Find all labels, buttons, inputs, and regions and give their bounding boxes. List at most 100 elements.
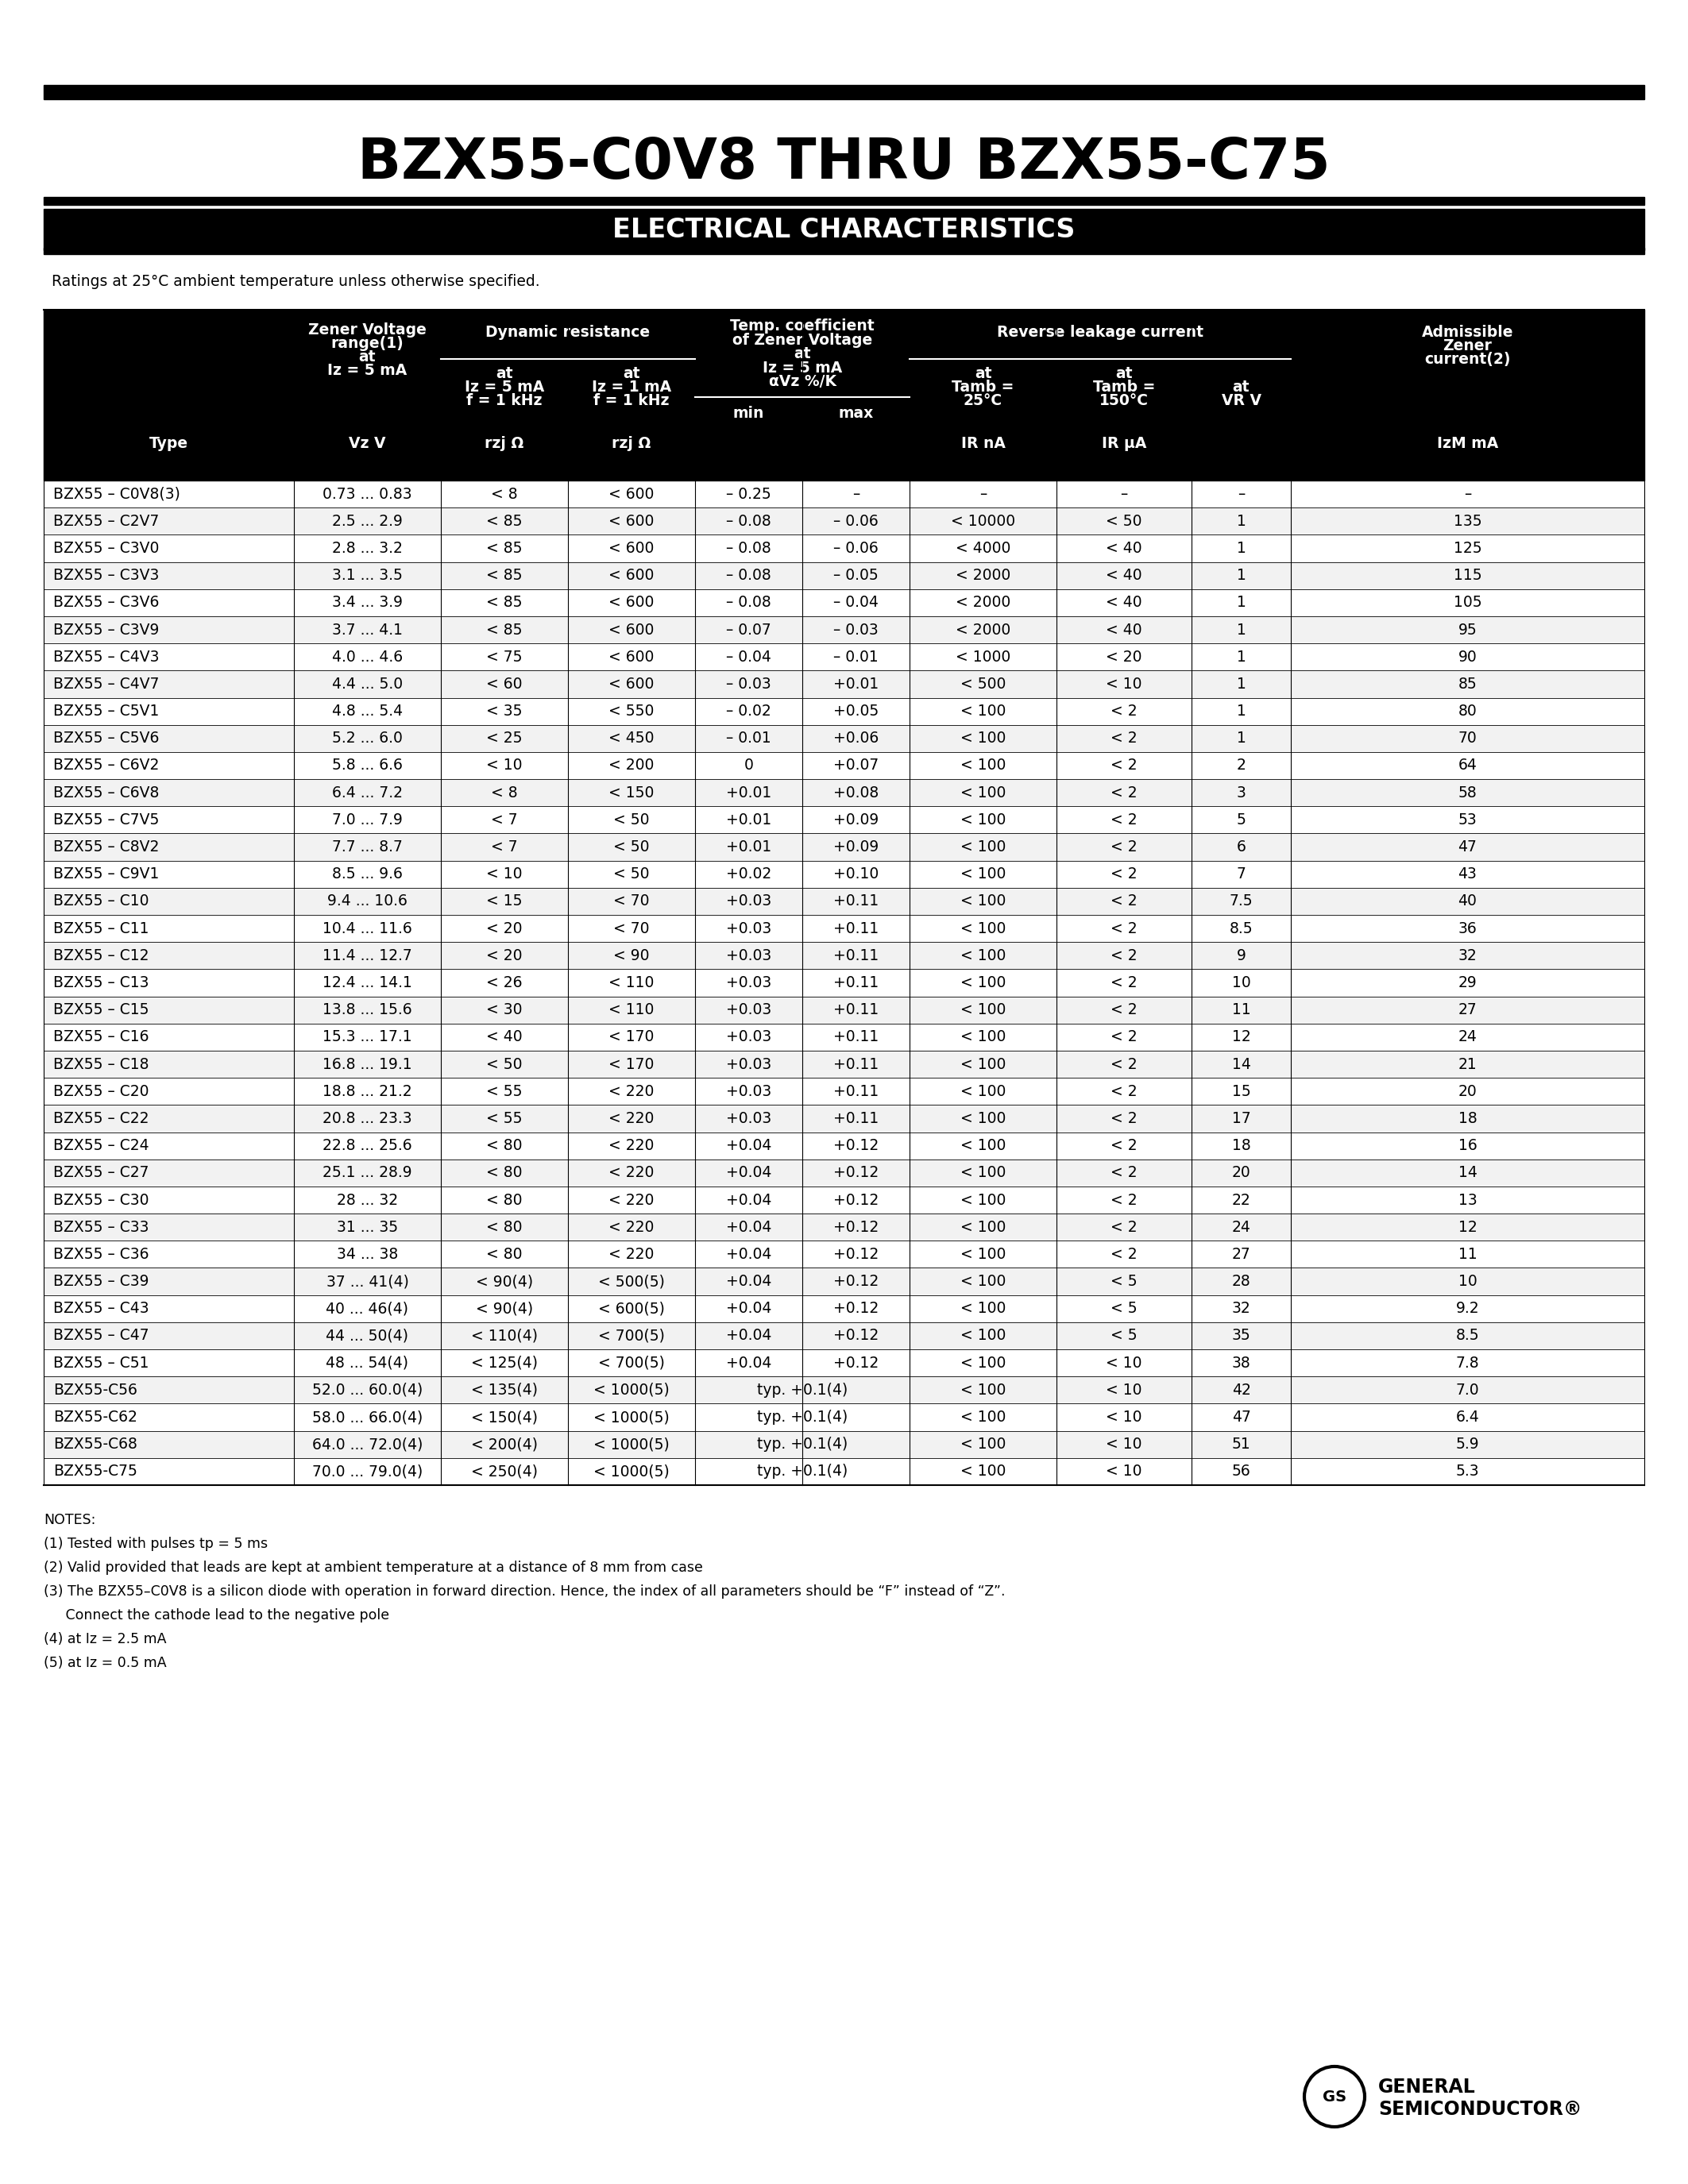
- Text: BZX55 – C13: BZX55 – C13: [54, 976, 149, 989]
- Text: 1: 1: [1236, 622, 1246, 638]
- Text: < 200: < 200: [609, 758, 655, 773]
- Text: 7.5: 7.5: [1229, 893, 1252, 909]
- Text: Iz = 5 mA: Iz = 5 mA: [763, 360, 842, 376]
- Text: 11: 11: [1232, 1002, 1251, 1018]
- Text: < 700(5): < 700(5): [598, 1356, 665, 1372]
- Text: < 80: < 80: [486, 1166, 523, 1179]
- Bar: [44, 561, 1644, 590]
- Text: 115: 115: [1453, 568, 1482, 583]
- Text: +0.03: +0.03: [726, 893, 771, 909]
- Text: 2.5 ... 2.9: 2.5 ... 2.9: [333, 513, 403, 529]
- Text: +0.11: +0.11: [834, 1083, 879, 1099]
- Text: < 100: < 100: [960, 1247, 1006, 1262]
- Text: < 200(4): < 200(4): [471, 1437, 538, 1452]
- Text: +0.11: +0.11: [834, 893, 879, 909]
- Text: < 100: < 100: [960, 1437, 1006, 1452]
- Text: < 2: < 2: [1111, 1083, 1138, 1099]
- Bar: [44, 480, 1644, 507]
- Bar: [44, 310, 1644, 480]
- Text: +0.09: +0.09: [834, 812, 879, 828]
- Text: < 500: < 500: [960, 677, 1006, 692]
- Text: typ. +0.1(4): typ. +0.1(4): [756, 1437, 847, 1452]
- Text: –: –: [1121, 487, 1128, 502]
- Text: < 220: < 220: [609, 1219, 655, 1234]
- Text: < 30: < 30: [486, 1002, 523, 1018]
- Text: current(2): current(2): [1425, 352, 1511, 367]
- Text: at: at: [496, 365, 513, 380]
- Text: < 2: < 2: [1111, 893, 1138, 909]
- Text: < 2000: < 2000: [955, 568, 1011, 583]
- Text: VR V: VR V: [1222, 393, 1261, 408]
- Text: BZX55 – C36: BZX55 – C36: [54, 1247, 149, 1262]
- Text: 12: 12: [1232, 1029, 1251, 1044]
- Text: < 10000: < 10000: [950, 513, 1014, 529]
- Text: < 220: < 220: [609, 1247, 655, 1262]
- Text: < 2: < 2: [1111, 758, 1138, 773]
- Text: +0.04: +0.04: [726, 1273, 771, 1289]
- Text: –: –: [852, 487, 859, 502]
- Text: < 10: < 10: [486, 758, 523, 773]
- Text: Type: Type: [149, 435, 189, 450]
- Text: 85: 85: [1458, 677, 1477, 692]
- Text: +0.07: +0.07: [834, 758, 879, 773]
- Text: 47: 47: [1458, 839, 1477, 854]
- Text: < 10: < 10: [1106, 1437, 1143, 1452]
- Text: 7.0 ... 7.9: 7.0 ... 7.9: [333, 812, 403, 828]
- Text: GS: GS: [1323, 2090, 1347, 2103]
- Text: < 50: < 50: [486, 1057, 523, 1072]
- Text: +0.03: +0.03: [726, 1083, 771, 1099]
- Text: Vz V: Vz V: [349, 435, 387, 450]
- Text: +0.03: +0.03: [726, 1112, 771, 1127]
- Text: < 100: < 100: [960, 1192, 1006, 1208]
- Text: < 100: < 100: [960, 1112, 1006, 1127]
- Text: BZX55 – C5V1: BZX55 – C5V1: [54, 703, 159, 719]
- Text: < 110: < 110: [609, 1002, 655, 1018]
- Text: 29: 29: [1458, 976, 1477, 989]
- Text: 38: 38: [1232, 1356, 1251, 1372]
- Text: +0.11: +0.11: [834, 1057, 879, 1072]
- Text: < 100: < 100: [960, 1138, 1006, 1153]
- Bar: [44, 725, 1644, 751]
- Text: < 100: < 100: [960, 812, 1006, 828]
- Text: 13: 13: [1458, 1192, 1477, 1208]
- Text: < 100: < 100: [960, 1273, 1006, 1289]
- Text: < 220: < 220: [609, 1138, 655, 1153]
- Text: – 0.04: – 0.04: [726, 649, 771, 664]
- Text: 150°C: 150°C: [1099, 393, 1148, 408]
- Text: 13.8 ... 15.6: 13.8 ... 15.6: [322, 1002, 412, 1018]
- Text: rzj Ω: rzj Ω: [484, 435, 523, 450]
- Text: 10: 10: [1232, 976, 1251, 989]
- Bar: [44, 1160, 1644, 1186]
- Text: < 220: < 220: [609, 1112, 655, 1127]
- Text: < 8: < 8: [491, 786, 518, 799]
- Text: at: at: [360, 349, 376, 365]
- Text: < 2: < 2: [1111, 786, 1138, 799]
- Text: Admissible: Admissible: [1421, 325, 1514, 339]
- Text: – 0.08: – 0.08: [726, 568, 771, 583]
- Text: < 100: < 100: [960, 1219, 1006, 1234]
- Text: < 8: < 8: [491, 487, 518, 502]
- Text: 20: 20: [1458, 1083, 1477, 1099]
- Text: 18: 18: [1458, 1112, 1477, 1127]
- Text: 3.4 ... 3.9: 3.4 ... 3.9: [333, 594, 403, 609]
- Text: +0.11: +0.11: [834, 1112, 879, 1127]
- Text: BZX55 – C27: BZX55 – C27: [54, 1166, 149, 1179]
- Text: < 10: < 10: [1106, 1463, 1143, 1479]
- Text: +0.12: +0.12: [834, 1302, 879, 1317]
- Text: 43: 43: [1458, 867, 1477, 882]
- Text: (2) Valid provided that leads are kept at ambient temperature at a distance of 8: (2) Valid provided that leads are kept a…: [44, 1562, 702, 1575]
- Text: 3.1 ... 3.5: 3.1 ... 3.5: [333, 568, 403, 583]
- Text: –: –: [1237, 487, 1244, 502]
- Text: 70: 70: [1458, 732, 1477, 747]
- Text: 5.9: 5.9: [1455, 1437, 1479, 1452]
- Text: +0.09: +0.09: [834, 839, 879, 854]
- Text: < 100: < 100: [960, 893, 1006, 909]
- Text: 32: 32: [1232, 1302, 1251, 1317]
- Text: < 10: < 10: [1106, 1409, 1143, 1424]
- Text: Iz = 1 mA: Iz = 1 mA: [592, 380, 672, 395]
- Text: BZX55 – C18: BZX55 – C18: [54, 1057, 149, 1072]
- Text: BZX55-C56: BZX55-C56: [54, 1382, 137, 1398]
- Text: BZX55 – C4V7: BZX55 – C4V7: [54, 677, 159, 692]
- Text: at: at: [793, 345, 810, 360]
- Text: 10: 10: [1458, 1273, 1477, 1289]
